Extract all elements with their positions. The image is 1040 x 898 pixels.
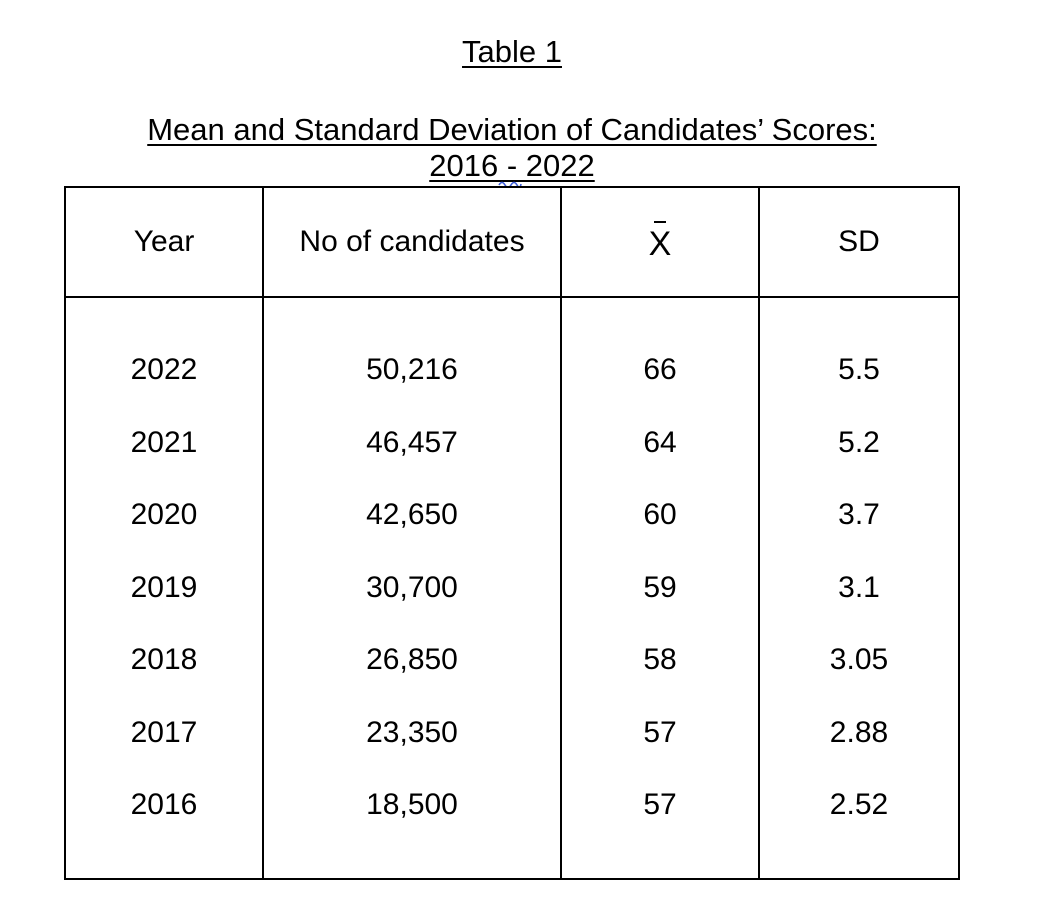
scores-table: Year No of candidates X SD 2022 50,216 6… [64,186,960,880]
cell-year: 2020 [64,479,264,552]
cell-year: 2021 [64,406,264,479]
mean-symbol: X [649,221,671,261]
cell-sd: 3.05 [758,624,960,697]
header-sd: SD [758,186,960,298]
cell-mean: 57 [560,769,760,842]
cell-sd: 5.2 [758,406,960,479]
cell-sd: 5.5 [758,297,960,407]
cell-candidates: 42,650 [262,479,562,552]
cell-candidates: 50,216 [262,297,562,407]
caption-line-1: Mean and Standard Deviation of Candidate… [147,112,877,147]
header-mean: X [560,186,760,298]
table-row: 2021 46,457 64 5.2 [64,406,960,479]
cell-candidates: 18,500 [262,769,562,842]
cell-mean: 66 [560,297,760,407]
header-year: Year [64,186,264,298]
table-row: 2016 18,500 57 2.52 [64,769,960,842]
header-candidates: No of candidates [262,186,562,298]
table-row: 2019 30,700 59 3.1 [64,551,960,624]
header-row: Year No of candidates X SD [64,186,960,298]
table-row: 2018 26,850 58 3.05 [64,624,960,697]
table-caption: Mean and Standard Deviation of Candidate… [0,112,1024,188]
cell-sd: 2.88 [758,696,960,769]
cell-sd: 3.7 [758,479,960,552]
table-row: 2017 23,350 57 2.88 [64,696,960,769]
cell-year: 2022 [64,297,264,407]
cell-mean: 64 [560,406,760,479]
table-row: 2022 50,216 66 5.5 [64,297,960,407]
caption-line-2: 2016 - 2022 [0,148,1024,188]
cell-mean: 59 [560,551,760,624]
cell-candidates: 23,350 [262,696,562,769]
cell-mean: 58 [560,624,760,697]
cell-candidates: 26,850 [262,624,562,697]
cell-mean: 57 [560,696,760,769]
cell-year: 2016 [64,769,264,842]
table-title: Table 1 [462,34,562,69]
cell-mean: 60 [560,479,760,552]
cell-candidates: 46,457 [262,406,562,479]
table-label: Table 1 [0,34,1024,70]
cell-year: 2017 [64,696,264,769]
cell-sd: 3.1 [758,551,960,624]
table-row: 2020 42,650 60 3.7 [64,479,960,552]
cell-sd: 2.52 [758,769,960,842]
cell-year: 2018 [64,624,264,697]
cell-candidates: 30,700 [262,551,562,624]
cell-year: 2019 [64,551,264,624]
table-bottom-spacer [64,841,960,880]
